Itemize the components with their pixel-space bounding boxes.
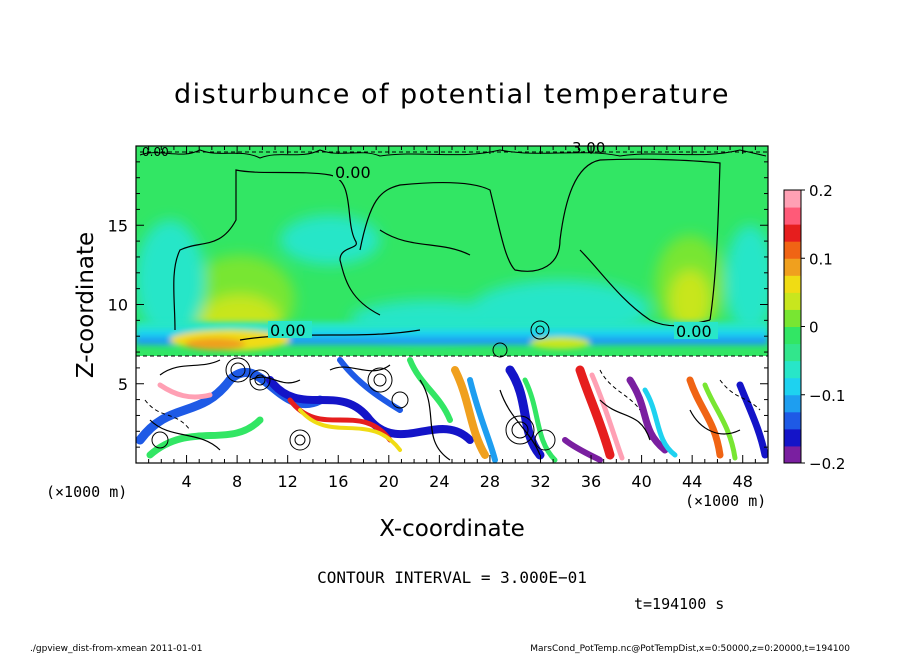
- colorbar-segment: [784, 343, 801, 362]
- colorbar-segment: [784, 394, 801, 413]
- colorbar-segment: [784, 292, 801, 310]
- footer-left: ./gpview_dist-from-xmean 2011-01-01: [30, 644, 202, 654]
- x-tick-label: 40: [631, 472, 651, 491]
- colorbar-segment: [784, 377, 801, 396]
- x-axis-title: X-coordinate: [379, 516, 525, 542]
- colorbar-tick-label: −0.2: [809, 455, 845, 473]
- top-contour-noise: [139, 149, 767, 159]
- contour-label: 3.00: [572, 139, 605, 157]
- colorbar-segment: [784, 258, 801, 276]
- x-unit-label-left: (×1000 m): [46, 483, 127, 501]
- colorbar-segment: [784, 241, 801, 259]
- contour-dashed: [136, 151, 768, 431]
- contour-interval-label: CONTOUR INTERVAL = 3.000E−01: [317, 568, 587, 587]
- colorbar-segment: [784, 207, 801, 225]
- x-tick-label: 16: [328, 472, 348, 491]
- y-axis: 5 10 15: [108, 161, 768, 448]
- contour-label: 0.00: [142, 145, 169, 159]
- colorbar-segment: [784, 309, 801, 327]
- x-tick-label: 24: [429, 472, 449, 491]
- x-tick-label: 48: [733, 472, 753, 491]
- colorbar-segment: [784, 360, 801, 379]
- colorbar-tick-label: 0: [809, 319, 819, 337]
- footer-right: MarsCond_PotTemp.nc@PotTempDist,x=0:5000…: [530, 644, 850, 654]
- colorbar-labels: 0.2 0.1 0 −0.1 −0.2: [801, 182, 845, 473]
- boundary-contour-clusters: [151, 320, 556, 451]
- y-tick-label: 5: [118, 375, 128, 394]
- colorbar-tick-label: −0.1: [809, 387, 845, 405]
- colorbar-tick-label: 0.2: [809, 182, 833, 200]
- colorbar-segment: [784, 428, 801, 447]
- lower-plumes: [136, 357, 768, 463]
- plot-area: [136, 146, 768, 463]
- contour-labels: 0.00 0.00 0.00 0.00 3.00: [142, 139, 718, 341]
- colorbar: [784, 190, 801, 464]
- x-unit-label-right: (×1000 m): [685, 492, 766, 510]
- contour-label: 0.00: [676, 322, 712, 341]
- y-axis-title: Z-coordinate: [73, 232, 99, 378]
- chart-title: disturbunce of potential temperature: [174, 79, 730, 110]
- x-tick-label: 44: [682, 472, 702, 491]
- colorbar-segment: [784, 326, 801, 345]
- x-tick-label: 4: [181, 472, 191, 491]
- x-tick-label: 28: [480, 472, 500, 491]
- colorbar-tick-label: 0.1: [809, 250, 833, 268]
- x-tick-label: 20: [379, 472, 399, 491]
- y-tick-label: 10: [108, 296, 128, 315]
- colorbar-segment: [784, 190, 801, 208]
- colorbar-segment: [784, 445, 801, 464]
- colorbar-segment: [784, 411, 801, 430]
- x-axis: 4 8 12 16 20 24 28 32 36 40 44 48: [148, 146, 756, 491]
- x-tick-label: 8: [232, 472, 242, 491]
- y-tick-label: 15: [108, 216, 128, 235]
- x-tick-label: 12: [278, 472, 298, 491]
- boundary-band: [136, 322, 768, 350]
- colorbar-segment: [784, 275, 801, 293]
- contour-label: 0.00: [335, 163, 371, 182]
- time-label: t=194100 s: [634, 595, 724, 613]
- colorbar-segment: [784, 224, 801, 242]
- x-tick-label: 32: [530, 472, 550, 491]
- x-tick-label: 36: [581, 472, 601, 491]
- contour-label: 0.00: [270, 321, 306, 340]
